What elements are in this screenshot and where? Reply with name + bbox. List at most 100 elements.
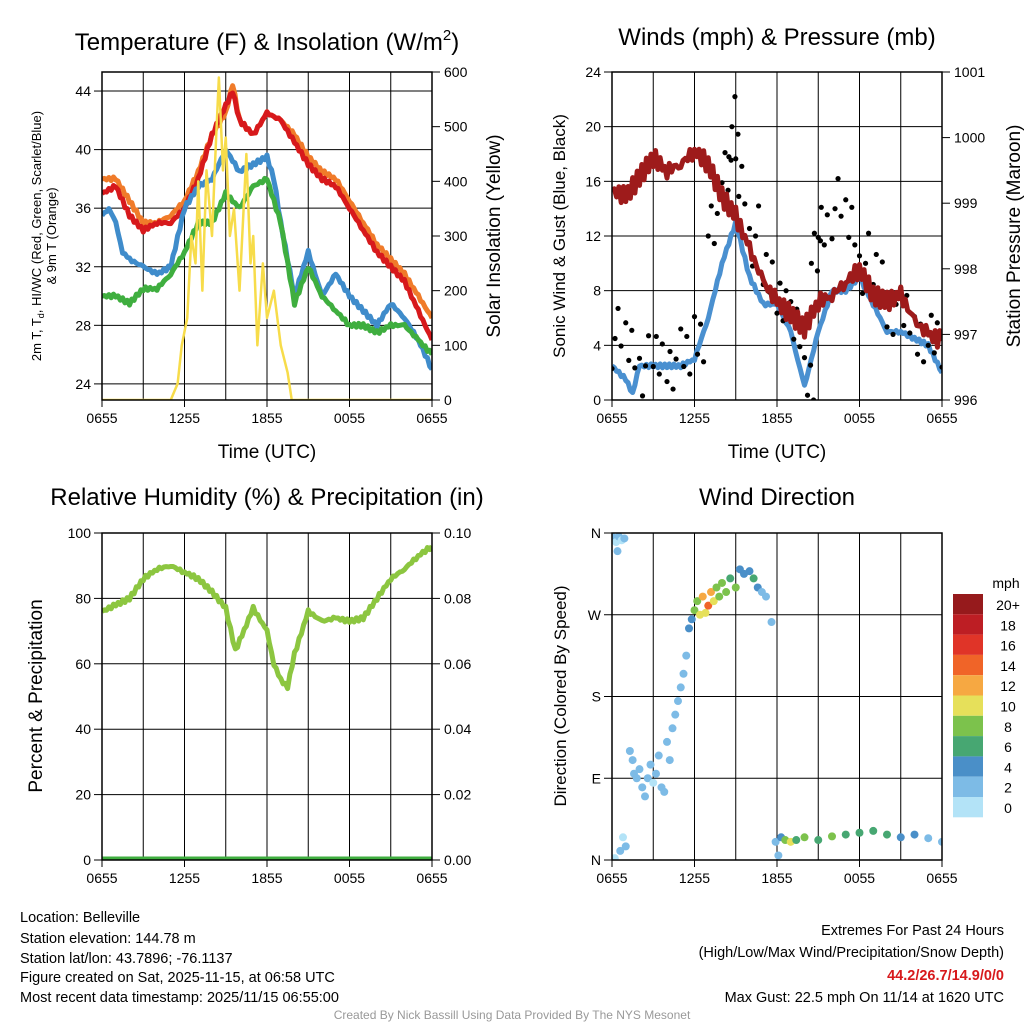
y-tick-label: 0 xyxy=(593,392,601,408)
insolation-ylabel: Solar Insolation (Yellow) xyxy=(484,134,505,337)
wind-direction-point xyxy=(613,547,622,556)
y2-tick-label: 300 xyxy=(444,228,468,244)
legend-label: 18 xyxy=(1000,617,1016,633)
x-tick-label: 0055 xyxy=(844,870,875,886)
temperature-title: Temperature (F) & Insolation (W/m2) xyxy=(75,27,459,56)
x-tick-label: 1255 xyxy=(169,410,200,426)
legend-label: 4 xyxy=(1004,759,1012,775)
gust-point xyxy=(804,392,811,398)
latlon-text: Station lat/lon: 43.7896; -76.1137 xyxy=(20,951,233,967)
y-tick-label: 80 xyxy=(75,590,91,606)
wind-direction-point xyxy=(665,756,674,765)
x-tick-label: 0655 xyxy=(86,870,117,886)
wind-direction-point xyxy=(663,737,671,746)
y-tick-label: 24 xyxy=(585,64,601,80)
gust-point xyxy=(774,310,780,316)
x-tick-label: 0655 xyxy=(926,870,957,886)
x-tick-label: 0655 xyxy=(416,410,447,426)
wind-direction-point xyxy=(841,830,850,839)
x-tick-label: 0055 xyxy=(844,410,875,426)
gust-point xyxy=(811,230,818,236)
wind-direction-point xyxy=(715,592,724,601)
winds-title: Winds (mph) & Pressure (mb) xyxy=(618,24,935,51)
series-hi-wc xyxy=(102,147,432,371)
gust-point xyxy=(879,259,885,265)
y-tick-label: N xyxy=(591,852,601,868)
legend-swatch xyxy=(953,614,983,635)
extremes-title: Extremes For Past 24 Hours xyxy=(821,923,1004,939)
gust-point xyxy=(945,372,950,377)
y2-tick-label: 100 xyxy=(444,337,468,353)
y2-tick-label: 997 xyxy=(954,326,978,342)
credit-text: Created By Nick Bassill Using Data Provi… xyxy=(334,1008,691,1022)
gust-point xyxy=(642,363,649,369)
plot-frame xyxy=(101,71,433,401)
legend-swatch xyxy=(953,594,983,615)
x-tick-label: 0655 xyxy=(596,410,627,426)
y-tick-label: 20 xyxy=(585,119,601,135)
gust-point xyxy=(890,331,896,337)
gust-point xyxy=(612,335,618,342)
gust-point xyxy=(673,356,679,362)
wind-direction-point xyxy=(646,760,655,769)
temperature-ylabel-line2: & 9m T (Orange) xyxy=(44,187,59,284)
gust-point xyxy=(687,371,693,377)
wind-direction-point xyxy=(709,597,718,606)
gust-point xyxy=(639,393,646,399)
wind-direction-point xyxy=(620,534,629,543)
y2-tick-label: 1001 xyxy=(954,64,985,80)
gust-point xyxy=(629,327,635,333)
wind-direction-point xyxy=(612,854,619,860)
plot-frame xyxy=(611,71,943,401)
wind-direction-point xyxy=(641,792,649,801)
gust-point xyxy=(783,288,789,294)
series-dewpoint xyxy=(102,175,432,356)
series-rh xyxy=(102,544,432,692)
legend-swatch xyxy=(953,695,983,716)
y-tick-label: E xyxy=(592,770,601,786)
gust-point xyxy=(818,204,824,210)
gust-point xyxy=(719,180,725,186)
wind-direction-point xyxy=(687,615,696,624)
y-tick-label: 24 xyxy=(75,376,91,392)
wind-direction-point xyxy=(660,787,669,796)
gust-point xyxy=(865,230,872,236)
gust-point xyxy=(742,201,748,207)
gust-point xyxy=(732,94,738,100)
plot-area xyxy=(102,76,432,400)
elevation-text: Station elevation: 144.78 m xyxy=(20,931,196,947)
plot-area xyxy=(612,533,942,860)
wind-direction-point xyxy=(774,851,783,860)
y2-tick-label: 600 xyxy=(444,64,468,80)
gust-point xyxy=(807,362,814,368)
y-tick-label: N xyxy=(591,525,601,541)
gust-point xyxy=(829,236,835,242)
gust-point xyxy=(664,378,670,385)
legend-swatch xyxy=(953,634,983,655)
legend-label: 2 xyxy=(1004,780,1012,796)
x-tick-label: 1855 xyxy=(251,870,282,886)
wind-direction-point xyxy=(676,683,685,692)
gust-point xyxy=(736,193,742,199)
wind-direction-point xyxy=(883,830,891,839)
temperature-xlabel: Time (UTC) xyxy=(218,442,317,463)
gust-point xyxy=(650,363,656,370)
wind-direction-point xyxy=(869,826,878,835)
wind-direction-point xyxy=(924,834,933,843)
y2-tick-label: 200 xyxy=(444,283,468,299)
pressure-ylabel: Station Pressure (Maroon) xyxy=(1004,125,1024,348)
wind-direction-panel: N E S W N 0655 1255 1855 0055 0655 xyxy=(588,525,958,886)
x-tick-label: 0655 xyxy=(926,410,957,426)
y2-tick-label: 0.04 xyxy=(444,721,471,737)
wind-direction-point xyxy=(668,724,677,733)
wind-direction-point xyxy=(712,583,721,592)
plot-frame xyxy=(101,532,433,861)
y2-tick-label: 500 xyxy=(444,119,468,135)
gust-point xyxy=(722,150,728,156)
y-tick-label: 28 xyxy=(75,317,91,333)
wind-direction-title: Wind Direction xyxy=(699,484,855,511)
gust-point xyxy=(862,260,869,266)
gust-point xyxy=(711,240,717,247)
winds-ylabel: Sonic Wind & Gust (Blue, Black) xyxy=(550,114,569,358)
x-tick-label: 0055 xyxy=(334,410,365,426)
